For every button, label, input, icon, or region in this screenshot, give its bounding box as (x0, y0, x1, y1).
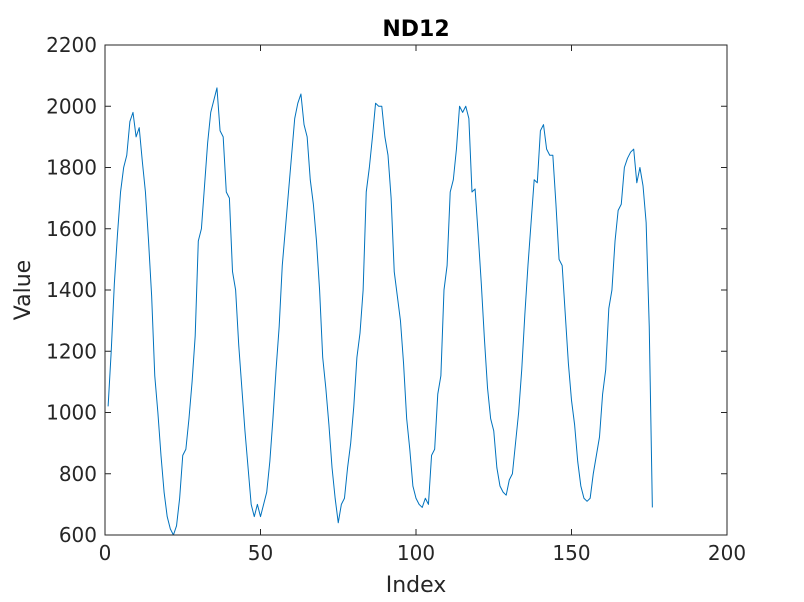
x-tick-label: 50 (248, 541, 273, 565)
y-tick-label: 2200 (46, 33, 97, 57)
y-tick-label: 1000 (46, 401, 97, 425)
x-tick-label: 0 (99, 541, 112, 565)
y-tick-label: 1400 (46, 278, 97, 302)
axes-box (104, 44, 728, 536)
y-tick-label: 1200 (46, 339, 97, 363)
x-tick-label: 200 (708, 541, 746, 565)
y-tick-label: 800 (59, 462, 97, 486)
y-tick-label: 2000 (46, 94, 97, 118)
series-group (107, 87, 653, 536)
x-tick-label: 150 (552, 541, 590, 565)
chart-title: ND12 (382, 17, 449, 42)
y-axis-title: Value (11, 260, 36, 320)
tick-labels: 0 50 100 150 200 600 800 1000 1200 1400 1600 1800 20… (46, 33, 746, 565)
y-tick-label: 600 (59, 523, 97, 547)
y-tick-label: 1600 (46, 217, 97, 241)
y-tick-label: 1800 (46, 156, 97, 180)
plot-area (105, 45, 727, 535)
x-tick-label: 100 (397, 541, 435, 565)
x-axis-title: Index (386, 573, 447, 598)
series-line (107, 87, 653, 536)
